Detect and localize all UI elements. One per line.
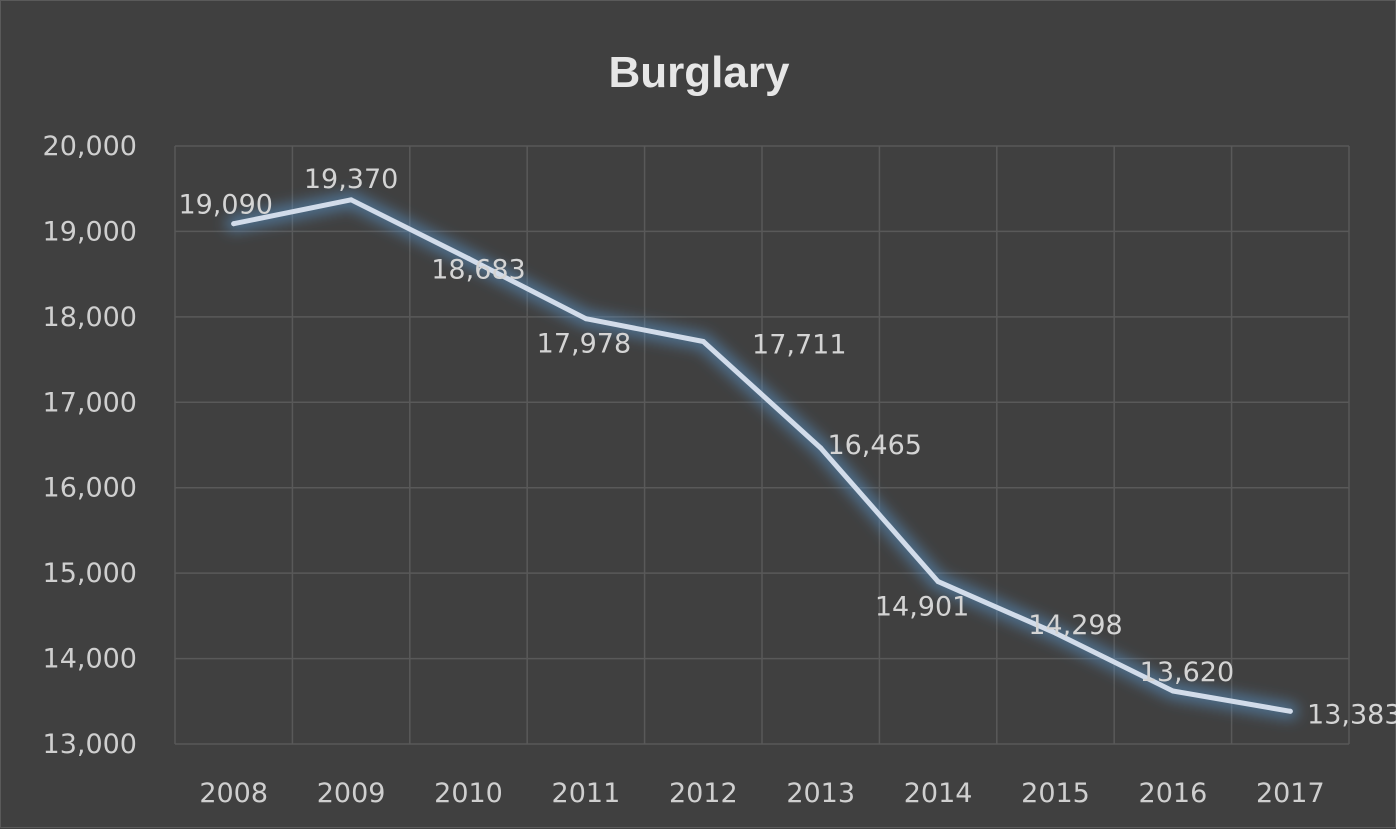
- x-tick-label: 2014: [904, 778, 973, 809]
- y-tick-label: 19,000: [43, 216, 137, 247]
- data-label: 13,620: [1140, 657, 1234, 688]
- data-label: 14,298: [1028, 610, 1122, 641]
- data-label: 17,711: [752, 330, 846, 361]
- x-tick-label: 2013: [786, 778, 855, 809]
- data-point: [466, 256, 471, 262]
- y-tick-label: 18,000: [43, 302, 137, 333]
- chart-title: Burglary: [609, 48, 790, 97]
- data-label: 17,978: [537, 329, 631, 360]
- y-axis-ticks: 13,000 14,000 15,000 16,000 17,000 18,000 19,0…: [43, 131, 137, 760]
- series-line-group: [225, 191, 1299, 720]
- x-tick-label: 2011: [552, 778, 621, 809]
- x-tick-label: 2016: [1139, 778, 1208, 809]
- x-tick-label: 2010: [434, 778, 503, 809]
- data-point: [935, 579, 941, 585]
- y-tick-label: 17,000: [43, 387, 137, 418]
- x-tick-label: 2015: [1021, 778, 1090, 809]
- data-labels: 19,090 19,370 18,683 17,978 17,711 16,465 14,9…: [178, 164, 1396, 730]
- x-tick-label: 2017: [1256, 778, 1325, 809]
- data-label: 19,090: [178, 190, 272, 221]
- y-tick-label: 13,000: [43, 729, 137, 760]
- data-point: [700, 339, 706, 345]
- x-tick-label: 2009: [317, 778, 386, 809]
- y-tick-label: 15,000: [43, 558, 137, 589]
- y-tick-label: 20,000: [43, 131, 137, 162]
- y-tick-label: 16,000: [43, 473, 137, 504]
- data-label: 16,465: [827, 430, 921, 461]
- x-tick-label: 2008: [199, 778, 268, 809]
- data-label: 13,383: [1307, 699, 1396, 730]
- data-label: 18,683: [431, 255, 525, 286]
- data-label: 14,901: [875, 592, 969, 623]
- data-point: [231, 221, 237, 227]
- data-point: [1053, 630, 1058, 636]
- y-tick-label: 14,000: [43, 644, 137, 675]
- data-label: 19,370: [304, 164, 398, 195]
- x-axis-ticks: 2008 2009 2010 2011 2012 2013 2014 2015 2016 2017: [199, 778, 1324, 809]
- x-tick-label: 2012: [669, 778, 738, 809]
- data-point: [1170, 688, 1176, 694]
- series-line: [231, 197, 1293, 714]
- gridlines: [174, 145, 1350, 745]
- data-point: [348, 197, 354, 203]
- data-point: [818, 445, 824, 451]
- data-point: [583, 316, 589, 322]
- data-point: [1287, 708, 1293, 714]
